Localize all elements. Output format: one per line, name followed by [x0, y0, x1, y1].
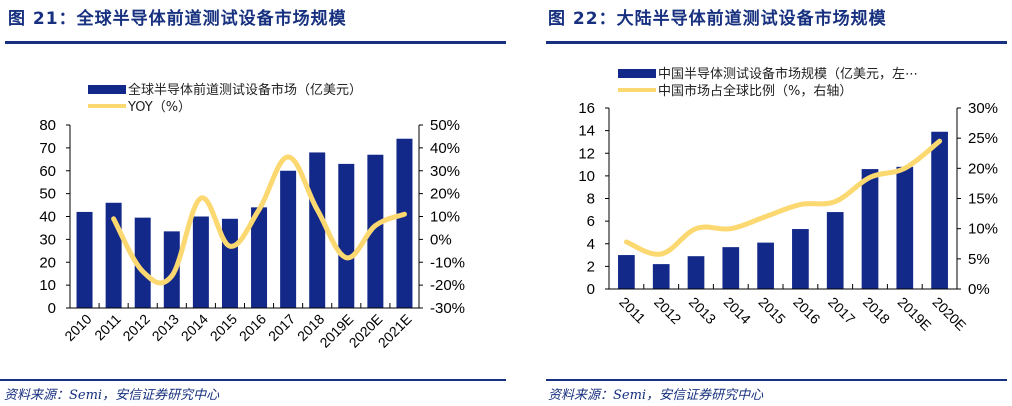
bar-2014	[722, 247, 740, 289]
x-tick-label: 2016	[236, 311, 269, 344]
y-tick-label-left: 80	[39, 117, 56, 134]
x-tick-label: 2017	[825, 294, 858, 327]
right-source-rule	[546, 379, 1007, 381]
legend-label-bar: 全球半导体前道测试设备市场（亿美元）	[128, 82, 362, 98]
bar-2018	[309, 152, 326, 308]
bar-2020E	[367, 154, 384, 308]
x-tick-label: 2015	[207, 311, 240, 344]
bar-2013	[163, 231, 180, 308]
x-tick-label: 2012	[651, 294, 684, 327]
left-source-rule	[0, 379, 506, 381]
x-tick-label: 2018	[860, 294, 893, 327]
bar-2015	[757, 242, 774, 289]
y-tick-label-left: 50	[39, 186, 56, 203]
y-tick-label-right: 20%	[430, 186, 460, 203]
bar-2021E	[396, 138, 413, 308]
x-tick-label: 2010	[61, 311, 94, 344]
y-tick-label-left: 10	[578, 168, 595, 185]
bar-2013	[687, 256, 705, 289]
left-title-rule	[5, 41, 506, 44]
bar-2010	[76, 211, 93, 308]
y-tick-label-left: 12	[578, 145, 595, 162]
bar-2020E	[931, 131, 948, 289]
right-title-rule	[546, 41, 1007, 44]
right-source-note: 资料来源：Semi，安信证券研究中心	[548, 388, 764, 403]
legend-swatch-bar	[88, 85, 126, 94]
y-tick-label-right: -10%	[430, 254, 465, 271]
x-tick-label: 2015	[755, 294, 788, 327]
y-tick-label-right: -20%	[430, 277, 465, 294]
bar-2019E	[896, 166, 914, 289]
y-tick-label-left: 6	[587, 213, 595, 230]
y-tick-label-right: 50%	[430, 117, 460, 134]
y-tick-label-right: 10%	[430, 209, 460, 226]
bar-2019E	[338, 163, 355, 308]
x-tick-label: 2016	[790, 294, 823, 327]
x-tick-label: 2021E	[375, 311, 415, 351]
y-tick-label-right: 30%	[968, 100, 998, 117]
y-tick-label-left: 10	[39, 277, 56, 294]
legend: 全球半导体前道测试设备市场（亿美元） YOY（%）	[88, 82, 362, 115]
left-panel-title: 图 21：全球半导体前道测试设备市场规模	[8, 9, 347, 29]
bar-2012	[134, 217, 151, 308]
legend-label-line: 中国市场占全球比例（%，右轴）	[658, 83, 852, 99]
bar-2018	[861, 169, 879, 289]
right-panel-title: 图 22：大陆半导体前道测试设备市场规模	[548, 9, 887, 29]
x-tick-label: 2012	[119, 311, 152, 344]
x-tick-label: 2014	[178, 311, 211, 344]
x-tick-label: 2013	[149, 311, 182, 344]
x-tick-label: 2013	[686, 294, 719, 327]
bar-2012	[652, 264, 670, 289]
chart-2: 0 2 4 6 8 10 12 14 16 0% 5% 10% 15% 20% 25% 30% 2011 2012…	[578, 66, 998, 334]
bar-2017	[826, 212, 844, 289]
y-tick-label-right: 20%	[968, 160, 998, 177]
y-tick-label-left: 70	[39, 140, 56, 157]
legend-swatch-bar	[618, 69, 656, 78]
y-tick-label-right: 5%	[968, 251, 990, 268]
y-tick-label-left: 8	[587, 191, 595, 208]
legend-label-bar: 中国半导体测试设备市场规模（亿美元，左⋯	[658, 66, 918, 82]
x-tick-label: 2017	[265, 311, 298, 344]
y-tick-label-right: 0%	[968, 281, 990, 298]
y-tick-label-right: 10%	[968, 221, 998, 238]
y-tick-label-left: 30	[39, 231, 56, 248]
bar-2016	[251, 207, 268, 308]
x-tick-label: 2020E	[929, 294, 969, 334]
y-tick-label-left: 40	[39, 209, 56, 226]
y-tick-label-left: 2	[587, 258, 595, 275]
bar-2016	[792, 229, 809, 289]
x-tick-label: 2019E	[895, 294, 935, 334]
y-tick-label-right: 15%	[968, 191, 998, 208]
legend: 中国半导体测试设备市场规模（亿美元，左⋯中国市场占全球比例（%，右轴）	[618, 66, 918, 99]
y-tick-label-right: 30%	[430, 163, 460, 180]
bar-2017	[280, 170, 297, 308]
y-tick-label-right: 40%	[430, 140, 460, 157]
y-tick-label-right: 0%	[430, 231, 452, 248]
bar-2011	[618, 255, 635, 289]
y-tick-label-right: -30%	[430, 300, 465, 317]
line-series-2	[623, 138, 943, 257]
y-tick-label-left: 4	[587, 236, 595, 253]
y-tick-label-left: 16	[578, 100, 595, 117]
y-tick-label-left: 14	[578, 123, 595, 140]
y-tick-label-left: 0	[587, 281, 595, 298]
line-series-1	[111, 154, 407, 286]
bar-2015	[221, 218, 238, 308]
y-tick-label-left: 20	[39, 254, 56, 271]
y-tick-label-left: 0	[48, 300, 56, 317]
chart-1: 0 10 20 30 40 50 60 70 80 -30% -20% -10% 0% 10% 20% 30%…	[39, 82, 465, 351]
legend-label-line: YOY（%）	[127, 100, 191, 115]
y-tick-label-right: 25%	[968, 130, 998, 147]
x-tick-label: 2011	[616, 294, 649, 327]
bar-2014	[192, 216, 209, 308]
y-tick-label-left: 60	[39, 163, 56, 180]
x-tick-label: 2014	[721, 294, 754, 327]
left-source-note: 资料来源：Semi，安信证券研究中心	[4, 388, 220, 403]
x-tick-label: 2011	[91, 311, 124, 344]
